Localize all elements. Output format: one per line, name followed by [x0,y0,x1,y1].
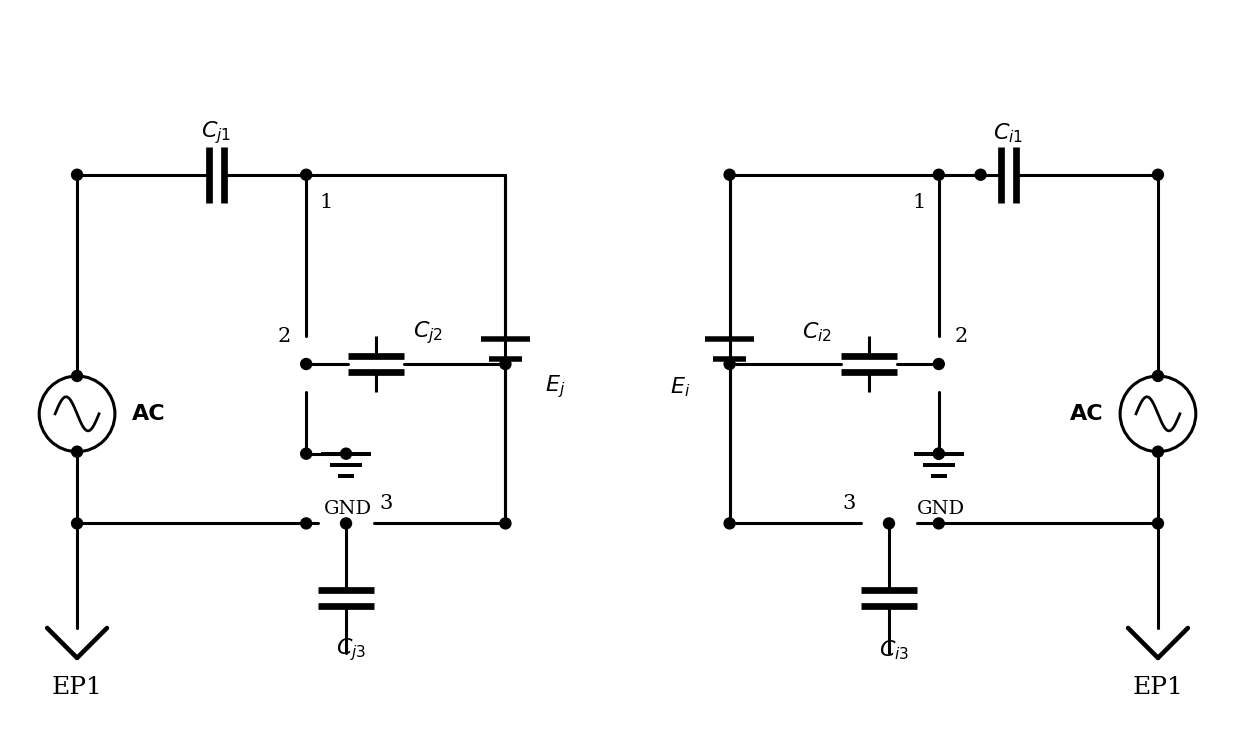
Circle shape [1153,518,1164,529]
Text: EP1: EP1 [1133,676,1184,700]
Circle shape [933,358,945,369]
Text: $C_{i2}$: $C_{i2}$ [802,320,832,344]
Text: $C_{j1}$: $C_{j1}$ [202,120,232,146]
Circle shape [340,448,352,459]
Text: EP1: EP1 [52,676,103,700]
Text: $C_{j3}$: $C_{j3}$ [335,636,366,664]
Circle shape [976,170,987,181]
Text: AC: AC [132,404,166,424]
Text: GND: GND [324,501,373,518]
Text: 1: 1 [319,193,333,212]
Circle shape [72,446,83,457]
Circle shape [724,170,735,181]
Circle shape [301,518,312,529]
Text: $C_{j2}$: $C_{j2}$ [412,319,443,346]
Circle shape [724,358,735,369]
Circle shape [1153,371,1164,382]
Circle shape [724,518,735,529]
Text: 3: 3 [379,494,392,513]
Circle shape [500,518,511,529]
Text: AC: AC [1070,404,1103,424]
Text: $E_j$: $E_j$ [545,374,566,400]
Circle shape [933,448,945,459]
Circle shape [72,371,83,382]
Text: 3: 3 [842,494,855,513]
Circle shape [884,518,894,529]
Circle shape [933,518,945,529]
Text: GND: GND [916,501,964,518]
Circle shape [40,376,115,451]
Circle shape [500,358,511,369]
Circle shape [1120,376,1196,451]
Text: $E_i$: $E_i$ [670,375,690,399]
Circle shape [301,170,312,181]
Text: 2: 2 [277,327,291,346]
Text: 2: 2 [954,327,967,346]
Text: $C_{i3}$: $C_{i3}$ [879,638,909,662]
Circle shape [933,170,945,181]
Text: $C_{i1}$: $C_{i1}$ [993,121,1024,145]
Circle shape [1153,446,1164,457]
Circle shape [1153,170,1164,181]
Circle shape [933,448,945,459]
Circle shape [301,358,312,369]
Circle shape [72,170,83,181]
Text: 1: 1 [912,193,926,212]
Circle shape [301,448,312,459]
Circle shape [72,518,83,529]
Circle shape [340,518,352,529]
